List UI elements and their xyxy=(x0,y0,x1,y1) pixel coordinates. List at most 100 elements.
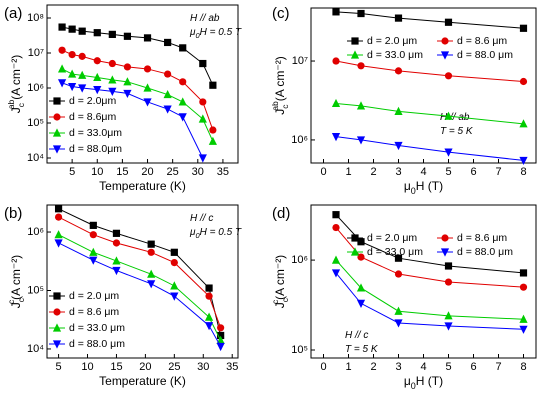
legend-marker xyxy=(440,51,450,60)
y-axis-label-part: J xyxy=(273,302,287,308)
marker xyxy=(394,270,403,278)
marker xyxy=(179,78,187,86)
annotation-part: 0 xyxy=(195,31,200,40)
marker xyxy=(332,223,340,232)
annotation-part: 0 xyxy=(195,231,200,240)
x-axis-label-part: μ xyxy=(404,374,411,388)
legend-marker xyxy=(52,323,62,332)
y-tick-label: 10⁷ xyxy=(292,55,308,67)
marker xyxy=(394,306,403,315)
x-tick-label: 20 xyxy=(141,166,153,178)
x-tick-label: 35 xyxy=(226,361,238,373)
legend-label: d = 88.0 μm xyxy=(69,338,125,350)
x-axis-label: Temperature (K) xyxy=(99,179,186,193)
marker xyxy=(519,325,528,334)
x-axis-label-part: Temperature (K) xyxy=(99,179,186,193)
legend-label: d = 88.0μm xyxy=(69,143,122,155)
y-tick-label: 10⁶ xyxy=(27,82,44,94)
marker xyxy=(356,283,366,292)
marker xyxy=(208,136,217,145)
marker xyxy=(519,156,528,166)
marker xyxy=(123,32,132,40)
legend-label: d = 8.6 μm xyxy=(69,306,119,318)
marker xyxy=(163,89,172,99)
y-tick-label: 10⁶ xyxy=(291,254,308,266)
marker xyxy=(444,148,453,157)
x-axis-label: Temperature (K) xyxy=(99,374,186,388)
x-tick-label: 7 xyxy=(495,361,501,373)
marker xyxy=(444,322,453,331)
marker xyxy=(332,8,340,16)
marker xyxy=(331,98,341,108)
y-tick-label: 10⁵ xyxy=(27,284,44,296)
marker xyxy=(444,18,453,26)
y-axis-label-part: c xyxy=(280,105,290,109)
annotation-part: H // c xyxy=(190,213,213,224)
annotation-part: μ xyxy=(189,227,196,238)
panel-label: (d) xyxy=(272,205,290,222)
legend-marker xyxy=(441,37,449,45)
legend-label: d = 2.0μm xyxy=(69,95,116,107)
marker xyxy=(444,278,453,286)
marker xyxy=(93,85,102,95)
marker xyxy=(93,29,101,37)
marker xyxy=(108,75,117,84)
plot-frame xyxy=(310,7,537,164)
legend-marker xyxy=(350,247,360,256)
legend-marker xyxy=(440,248,450,257)
annotation-part: T = 5 K xyxy=(345,344,379,355)
marker xyxy=(519,24,528,32)
marker xyxy=(205,284,213,292)
x-tick-label: 2 xyxy=(370,166,376,178)
marker xyxy=(78,84,87,93)
annotation-part: H // c xyxy=(345,330,368,341)
marker xyxy=(143,34,152,42)
annotation-part: H = 0.5 T xyxy=(200,227,242,238)
marker xyxy=(198,154,207,163)
legend-marker xyxy=(53,292,61,300)
x-tick-label: 25 xyxy=(168,361,180,373)
plot-frame xyxy=(46,4,239,164)
y-tick-label: 10⁵ xyxy=(27,117,44,129)
x-axis-label-part: H (T) xyxy=(416,179,443,193)
legend-label: d = 33.0 μm xyxy=(367,49,423,61)
marker xyxy=(123,77,132,86)
legend-marker xyxy=(351,234,359,242)
marker xyxy=(147,248,155,256)
marker xyxy=(89,247,98,256)
marker xyxy=(331,255,341,264)
y-axis-label-part: c xyxy=(16,103,26,107)
marker xyxy=(444,111,453,120)
marker xyxy=(332,211,340,219)
x-tick-label: 5 xyxy=(445,166,451,178)
x-tick-label: 5 xyxy=(69,166,75,178)
y-axis-label: Jcab(A cm⁻²) xyxy=(6,55,26,114)
legend-label: d = 88.0 μm xyxy=(457,246,513,258)
marker xyxy=(54,230,63,239)
x-tick-label: 5 xyxy=(56,361,62,373)
x-tick-label: 3 xyxy=(395,361,401,373)
marker xyxy=(217,324,225,332)
marker xyxy=(170,248,178,256)
annotation-part: T = 5 K xyxy=(440,126,474,137)
x-tick-label: 20 xyxy=(139,361,151,373)
marker xyxy=(519,269,528,277)
y-axis-label-part: (A cm⁻²) xyxy=(9,255,23,300)
marker xyxy=(199,59,207,68)
marker xyxy=(170,281,179,290)
marker xyxy=(357,62,365,70)
marker xyxy=(178,97,187,106)
legend-marker xyxy=(52,340,62,349)
marker xyxy=(147,269,156,278)
marker xyxy=(57,79,67,88)
y-axis-label-part: c xyxy=(16,298,26,302)
x-tick-label: 0 xyxy=(320,166,326,178)
marker xyxy=(394,106,403,115)
marker xyxy=(519,314,528,323)
legend-marker xyxy=(53,97,61,105)
marker xyxy=(178,113,187,122)
legend-label: d = 33.0 μm xyxy=(69,322,125,334)
x-axis-label: μ0H (T) xyxy=(404,179,443,196)
plot-frame xyxy=(46,204,239,359)
x-tick-label: 10 xyxy=(91,166,103,178)
